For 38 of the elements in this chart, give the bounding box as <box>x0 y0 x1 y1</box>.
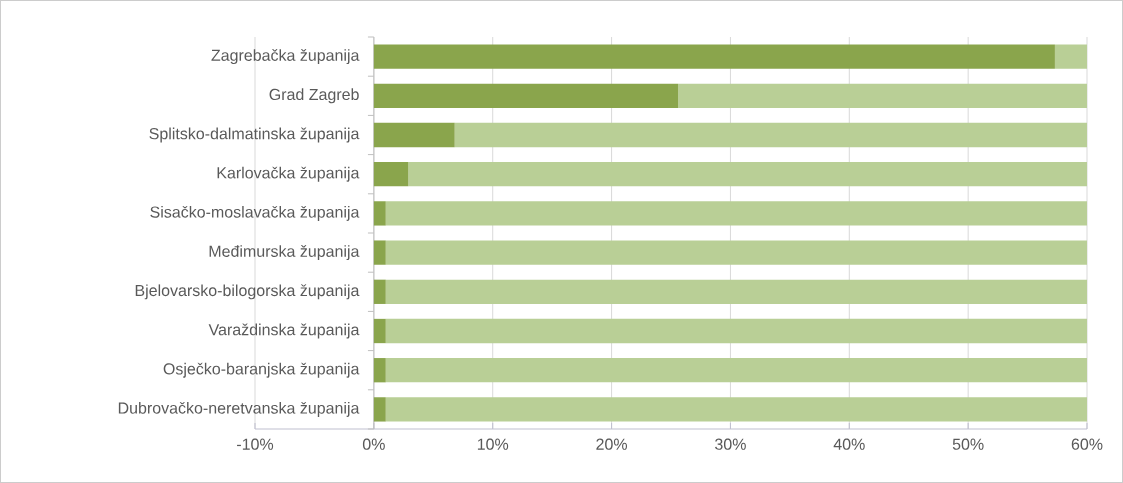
y-tick-label: Sisačko-moslavačka županija <box>150 205 360 221</box>
bar <box>385 240 1088 265</box>
bar <box>373 397 386 422</box>
x-tick-label: 10% <box>477 438 509 450</box>
bar <box>385 397 1088 422</box>
y-tick-label: Varaždinska županija <box>208 323 360 339</box>
y-tick-label: Karlovačka županija <box>217 166 360 182</box>
x-tick-label: -10% <box>237 438 274 450</box>
bar <box>373 358 386 383</box>
bar <box>408 162 1088 187</box>
y-tick-label: Bjelovarsko-bilogorska županija <box>135 284 360 300</box>
bar <box>385 318 1088 344</box>
bar <box>373 240 386 265</box>
x-tick-label: 20% <box>596 438 628 450</box>
x-tick-label: 60% <box>1071 438 1103 450</box>
y-tick-label: Dubrovačko-neretvanska županija <box>118 401 360 417</box>
bar <box>385 201 1088 226</box>
bar <box>385 279 1088 304</box>
y-tick-label: Zagrebačka županija <box>211 49 360 65</box>
bar <box>454 122 1088 148</box>
y-tick-label: Splitsko-dalmatinska županija <box>149 127 360 143</box>
bar <box>373 318 386 344</box>
x-tick-label: 0% <box>362 438 385 450</box>
bar <box>385 358 1088 383</box>
bar <box>373 162 409 187</box>
bar <box>373 201 386 226</box>
bar <box>373 44 1055 69</box>
bar <box>373 83 679 108</box>
x-tick-label: 40% <box>833 438 865 450</box>
bar <box>1054 44 1088 69</box>
bar <box>373 279 386 304</box>
x-tick-label: 50% <box>952 438 984 450</box>
x-tick-label: 30% <box>715 438 746 450</box>
y-tick-label: Međimurska županija <box>209 245 360 261</box>
bar <box>373 122 455 148</box>
y-tick-label: Grad Zagreb <box>269 88 359 104</box>
y-tick-label: Osječko-baranjska županija <box>163 362 360 378</box>
bar <box>678 83 1088 108</box>
